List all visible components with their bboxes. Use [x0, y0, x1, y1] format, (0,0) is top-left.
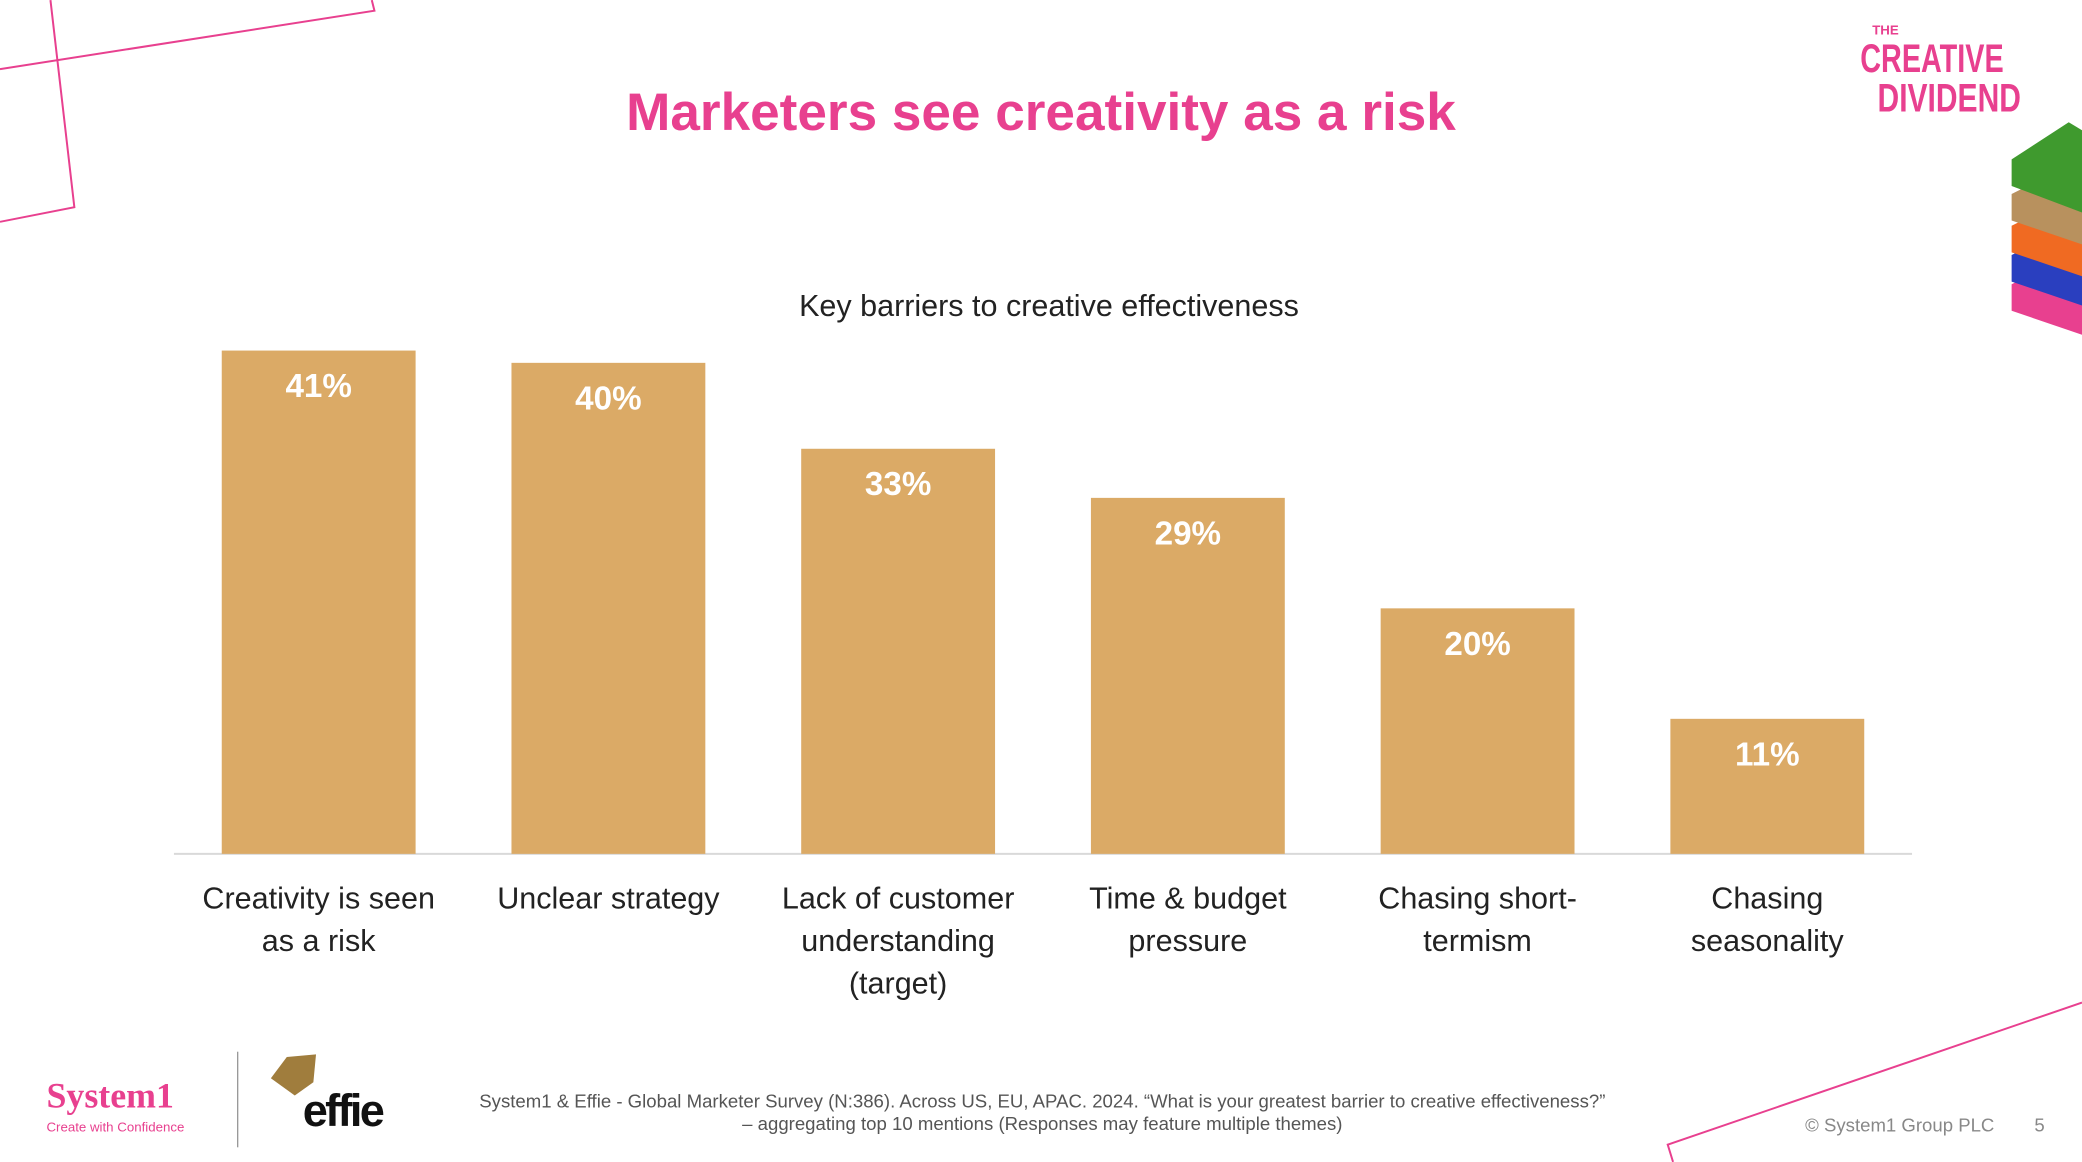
x-tick-label: Chasing short-termism: [1378, 880, 1577, 958]
chart-title: Key barriers to creative effectiveness: [799, 289, 1299, 323]
value-label: 20%: [1444, 626, 1510, 663]
bar: [1090, 497, 1285, 854]
system1-tagline: Create with Confidence: [46, 1119, 184, 1134]
bar: [511, 362, 706, 854]
brand-the: THE: [1872, 23, 1899, 38]
source-note: System1 & Effie - Global Marketer Survey…: [479, 1090, 1606, 1135]
value-label: 41%: [285, 368, 351, 405]
page-number: 5: [2034, 1114, 2044, 1135]
value-label: 40%: [575, 380, 641, 417]
x-tick-label: Chasing seasonality: [1690, 880, 1844, 958]
brand-dividend: DIVIDEND: [1878, 77, 2021, 121]
x-label-box: Creativity is seen as a risk: [202, 880, 435, 958]
x-label-box: Unclear strategy: [497, 880, 720, 915]
x-label-box: Chasing seasonality: [1690, 880, 1844, 958]
x-tick-label: Time & budget pressure: [1089, 880, 1287, 958]
source-box: System1 & Effie - Global Marketer Survey…: [479, 1090, 1606, 1135]
x-label-box: Lack of customer understanding (target): [781, 880, 1015, 1000]
system1-logo: System1: [46, 1075, 173, 1115]
effie-icon: [270, 1054, 317, 1096]
value-label: 11%: [1735, 736, 1800, 773]
bar: [221, 350, 416, 854]
brand-creative: CREATIVE: [1860, 37, 2003, 81]
stack-icon: [2011, 122, 2082, 335]
bar: [1380, 608, 1575, 854]
x-tick-label: Unclear strategy: [497, 880, 720, 915]
effie-logo: effie: [303, 1085, 384, 1136]
bar: [1670, 718, 1865, 854]
value-label: 29%: [1155, 515, 1221, 552]
copyright: © System1 Group PLC: [1805, 1114, 1994, 1135]
slide-title: Marketers see creativity as a risk: [626, 83, 1456, 142]
x-label-box: Time & budget pressure: [1089, 880, 1287, 958]
x-label-box: Chasing short-termism: [1378, 880, 1577, 958]
x-tick-label: Lack of customer understanding (target): [781, 880, 1015, 1000]
bar: [801, 448, 996, 854]
x-tick-label: Creativity is seen as a risk: [202, 880, 435, 958]
value-label: 33%: [865, 466, 931, 503]
